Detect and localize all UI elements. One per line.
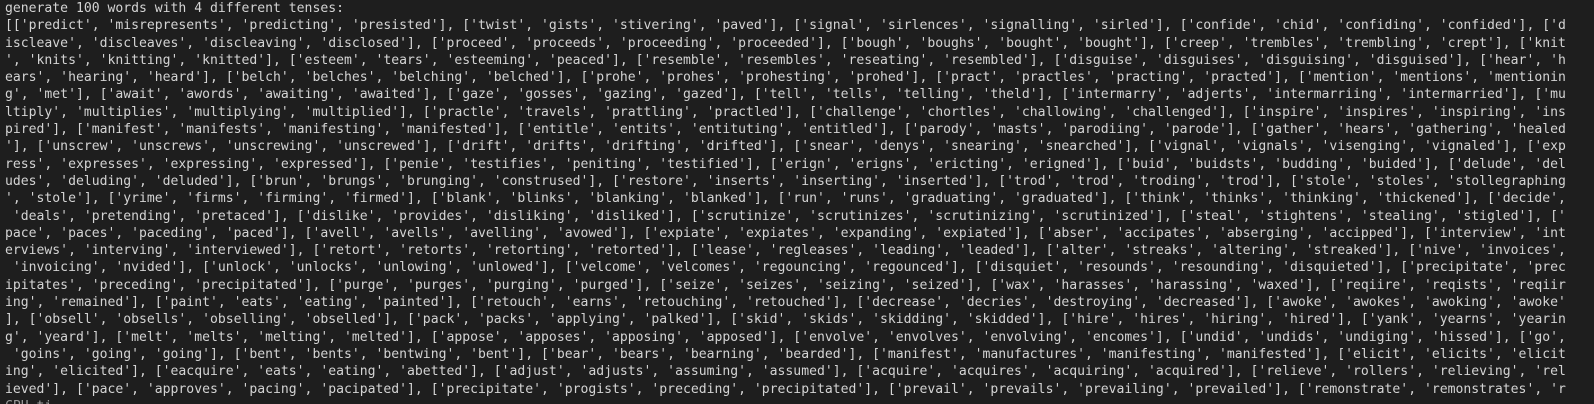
output-line: 'invoicing', 'nvided'], ['unlock', 'unlo… [5, 260, 1566, 276]
output-line: ing', 'elicited'], ['eacquire', 'eats', … [5, 364, 1566, 380]
output-line: g', 'met'], ['await', 'awords', 'awaitin… [5, 87, 1566, 103]
output-line: ress', 'expresses', 'expressing', 'expre… [5, 156, 1566, 172]
output-line: 'deals', 'pretending', 'pretaced'], ['di… [5, 208, 1566, 224]
prompt-text: generate 100 words with 4 different tens… [5, 1, 344, 16]
output-line: g', 'yeard'], ['melt', 'melts', 'melting… [5, 329, 1566, 345]
output-line: pace', 'paces', 'paceding', 'paced'], ['… [5, 225, 1566, 241]
output-line: ltiply', 'multiplies', 'multiplying', 'm… [5, 104, 1566, 120]
output-line: ', 'knits', 'knitting', 'knitted'], ['es… [5, 52, 1566, 68]
output-line: ears', 'hearing', 'heard'], ['belch', 'b… [5, 70, 1566, 86]
output-line: ing', 'remained'], ['paint', 'eats', 'ea… [5, 295, 1566, 311]
output-line: udes', 'deluding', 'deluded'], ['brun', … [5, 173, 1566, 189]
output-line: ], ['obsell', 'obsells', 'obselling', 'o… [5, 312, 1566, 328]
output-line: erviews', 'interving', 'interviewed'], [… [5, 243, 1566, 259]
output-line: ieved'], ['pace', 'approves', 'pacing', … [5, 381, 1566, 397]
output-line: [['predict', 'misrepresents', 'predictin… [5, 18, 1566, 34]
cut-off-line: CPU ti [0, 398, 1594, 404]
output-line: iscleave', 'discleaves', 'discleaving', … [5, 35, 1566, 51]
output-line: ipitates', 'preceding', 'precipitated'],… [5, 277, 1566, 293]
output-line: pired'], ['manifest', 'manifests', 'mani… [5, 122, 1566, 138]
output-line: ', 'stole'], ['yrime', 'firms', 'firming… [5, 191, 1566, 207]
output-line: '], ['unscrew', 'unscrews', 'unscrewing'… [5, 139, 1566, 155]
output-line: 'goins', 'going', 'going'], ['bent', 'be… [5, 346, 1566, 362]
